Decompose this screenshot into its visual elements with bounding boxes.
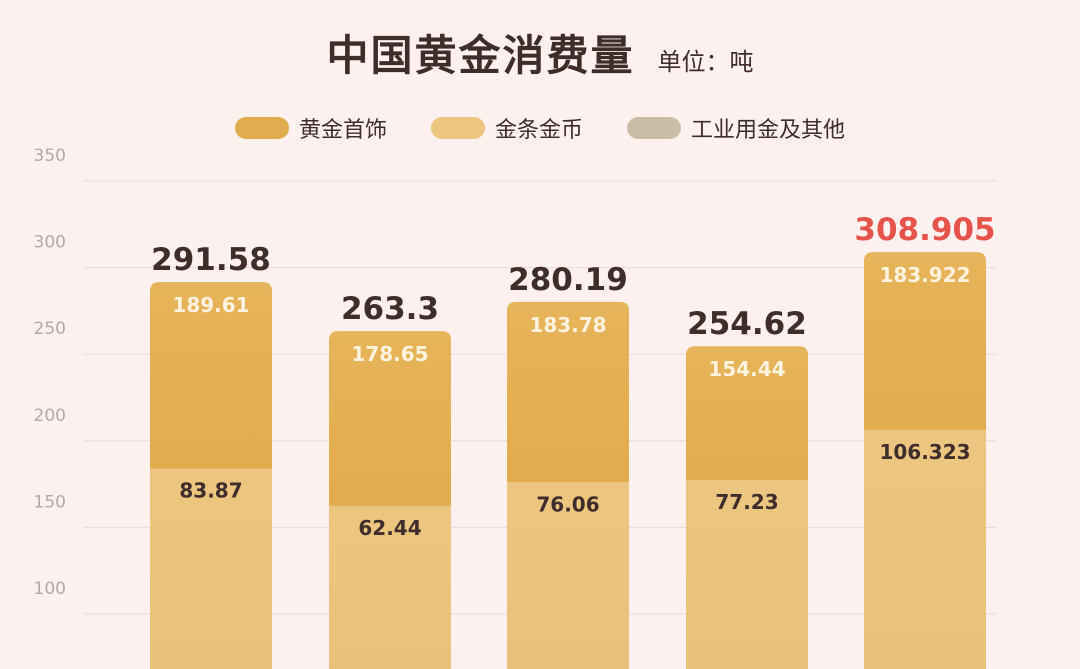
bar-label-bars-coins: 77.23 — [715, 490, 778, 514]
bar-segment-jewelry — [329, 331, 451, 506]
chart-unit: 单位：吨 — [657, 48, 754, 76]
chart-header: 中国黄金消费量 单位：吨 — [0, 22, 1080, 83]
legend-label-bars-coins: 金条金币 — [494, 118, 583, 143]
bar-segment-jewelry — [507, 301, 629, 483]
legend-swatch-bars-coins — [430, 117, 485, 139]
bar-total-label: 280.19 — [508, 262, 628, 298]
legend-swatch-industrial — [627, 117, 681, 139]
bar-label-bars-coins: 83.87 — [179, 479, 242, 503]
bar-total-label: 308.905 — [854, 212, 995, 248]
bar-label-bars-coins: 106.323 — [879, 440, 970, 464]
bar-label-bars-coins: 76.06 — [536, 492, 599, 516]
bar-label-jewelry: 183.78 — [529, 313, 606, 337]
bar-segment-bars-coins — [150, 468, 272, 669]
bar-label-bars-coins: 62.44 — [358, 516, 421, 540]
legend-item-jewelry: 黄金首饰 — [234, 112, 387, 144]
bar-segment-bars-coins — [686, 480, 808, 669]
y-tick-label: 350 — [34, 146, 66, 166]
bar-segment-bars-coins — [507, 482, 629, 669]
bar-label-jewelry: 189.61 — [172, 293, 249, 317]
y-tick-label: 250 — [34, 319, 66, 339]
chart-title: 中国黄金消费量 — [326, 31, 635, 80]
bar-segment-jewelry — [150, 282, 272, 469]
legend: 黄金首饰 金条金币 工业用金及其他 — [0, 112, 1080, 144]
bar-total-label: 263.3 — [341, 291, 439, 327]
bar-segment-bars-coins — [864, 429, 986, 669]
legend-swatch-jewelry — [234, 117, 289, 139]
y-tick-label: 300 — [34, 233, 66, 253]
bar-segment-bars-coins — [329, 505, 451, 669]
y-tick-label: 150 — [34, 492, 66, 512]
bar-label-jewelry: 183.922 — [879, 263, 970, 287]
bar-total-label: 254.62 — [687, 306, 807, 342]
bar-segment-jewelry — [864, 252, 986, 430]
bar-total-label: 291.58 — [151, 242, 271, 278]
y-tick-label: 100 — [34, 579, 66, 599]
legend-label-industrial: 工业用金及其他 — [691, 118, 846, 143]
bar-label-jewelry: 154.44 — [708, 357, 785, 381]
bar-label-jewelry: 178.65 — [351, 342, 428, 366]
bar-segment-jewelry — [686, 346, 808, 481]
y-tick-label: 200 — [34, 406, 66, 426]
legend-item-industrial: 工业用金及其他 — [627, 112, 845, 144]
legend-item-bars-coins: 金条金币 — [430, 112, 583, 144]
legend-label-jewelry: 黄金首饰 — [298, 118, 387, 143]
